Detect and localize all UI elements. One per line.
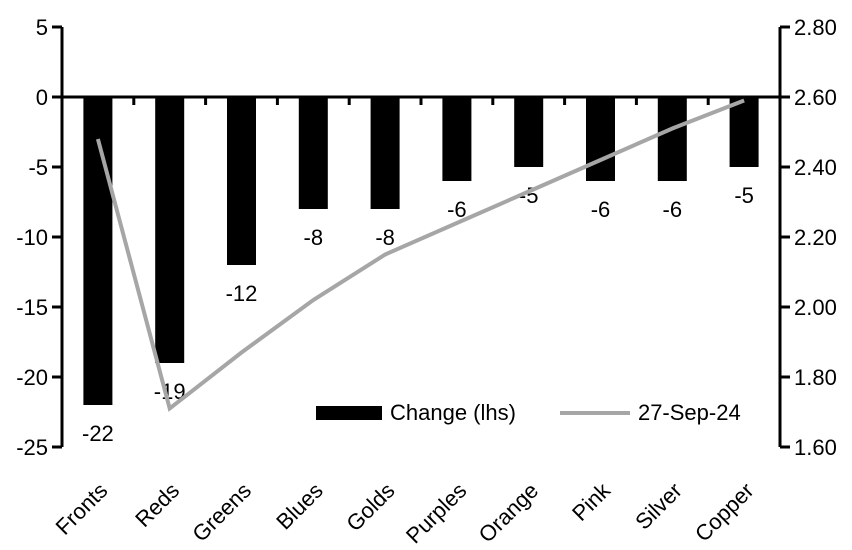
legend-bar-swatch-icon [316,406,382,420]
category-label-reds: Reds [130,478,184,532]
bar-greens [227,97,256,265]
bar-orange [514,97,544,167]
bar-silver [657,97,687,181]
category-label-silver: Silver [630,478,687,535]
bar-purples [442,97,472,181]
bar-label-silver: -6 [663,197,683,222]
left-axis-label: -25 [16,435,48,460]
legend-line-label: 27-Sep-24 [637,400,741,425]
category-label-purples: Purples [401,478,471,548]
right-axis-label: 2.60 [794,85,837,110]
right-axis-label: 2.40 [794,155,837,180]
bar-fronts [83,97,113,405]
legend-line-swatch-icon [559,411,630,415]
category-label-copper: Copper [690,478,759,547]
bar-label-greens: -12 [226,281,258,306]
bar-copper [729,97,759,167]
left-axis-label: -10 [16,225,48,250]
legend-bar-label: Change (lhs) [390,400,516,425]
category-label-pink: Pink [567,477,616,526]
bar-pink [586,97,615,181]
bar-label-golds: -8 [375,225,395,250]
left-axis-label: 5 [36,15,48,40]
bar-label-fronts: -22 [82,421,114,446]
bar-reds [155,97,185,363]
category-label-blues: Blues [271,478,328,535]
right-axis-label: 2.00 [794,295,837,320]
right-axis-label: 1.60 [794,435,837,460]
bar-label-copper: -5 [734,183,754,208]
left-axis-label: -5 [28,155,48,180]
left-axis-label: -20 [16,365,48,390]
category-label-golds: Golds [341,478,399,536]
bar-label-blues: -8 [304,225,324,250]
bar-blues [298,97,328,209]
left-axis-label: 0 [36,85,48,110]
left-axis-label: -15 [16,295,48,320]
bar-label-purples: -6 [447,197,467,222]
category-label-orange: Orange [474,478,544,548]
right-axis-label: 1.80 [794,365,837,390]
bar-golds [370,97,400,209]
chart-legend: Change (lhs) 27-Sep-24 [316,400,741,426]
right-axis-label: 2.20 [794,225,837,250]
line-series [95,98,745,412]
bar-label-pink: -6 [591,197,611,222]
category-label-greens: Greens [187,478,256,547]
category-label-fronts: Fronts [51,478,113,540]
right-axis-label: 2.80 [794,15,837,40]
